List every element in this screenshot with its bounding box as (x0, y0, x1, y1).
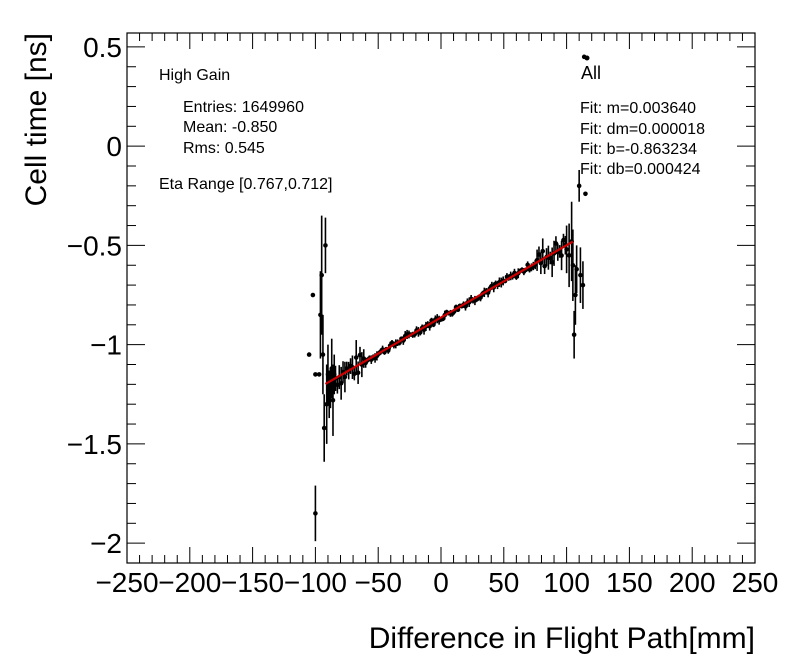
data-point (316, 372, 322, 377)
data-point (321, 394, 327, 462)
y-axis-tick-labels: −2 −1.5 −1 −0.5 0 0.5 (67, 32, 122, 559)
x-tick-label: −150 (221, 567, 284, 598)
fit-param-db: Fit: db=0.000424 (580, 161, 701, 178)
x-tick-label: 250 (732, 567, 779, 598)
x-tick-label: −250 (95, 567, 158, 598)
x-tick-label: −100 (284, 567, 347, 598)
x-axis-tick-labels: −250 −200 −150 −100 −50 0 50 100 150 200 250 (95, 567, 778, 598)
x-tick-label: −50 (354, 567, 402, 598)
data-point (559, 240, 564, 271)
x-axis-ticks (126, 33, 756, 563)
data-point (331, 354, 337, 395)
data-point (353, 340, 359, 376)
y-tick-label: −0.5 (67, 230, 122, 261)
fit-param-m: Fit: m=0.003640 (580, 100, 696, 117)
data-point (570, 229, 576, 301)
data-point (573, 265, 578, 325)
x-tick-label: 0 (433, 567, 449, 598)
data-point (330, 364, 336, 436)
data-point (313, 485, 318, 542)
data-point (574, 245, 579, 294)
x-tick-label: −200 (158, 567, 221, 598)
data-point (313, 372, 318, 377)
data-point (342, 361, 348, 393)
data-point (566, 223, 572, 288)
data-point (323, 217, 328, 274)
stats-rms: Rms: 0.545 (183, 140, 265, 157)
data-points (306, 54, 588, 542)
x-axis-title: Difference in Flight Path[mm] (369, 622, 755, 655)
data-point (578, 247, 583, 303)
y-tick-label: −1 (90, 330, 122, 361)
y-tick-label: −2 (90, 528, 122, 559)
fit-param-b: Fit: b=-0.863234 (580, 141, 697, 158)
x-tick-label: 150 (606, 567, 653, 598)
y-tick-label: 0 (106, 131, 122, 162)
data-point (310, 292, 316, 298)
stats-entries: Entries: 1649960 (183, 99, 304, 116)
x-tick-label: 100 (543, 567, 590, 598)
y-axis-title: Cell time [ns] (20, 33, 53, 206)
data-point (580, 261, 586, 309)
data-point (306, 352, 312, 357)
data-point (320, 314, 326, 395)
legend-marker (584, 55, 590, 61)
data-point (564, 225, 569, 274)
y-axis-ticks (127, 46, 755, 564)
x-tick-label: 200 (669, 567, 716, 598)
fit-line (324, 240, 574, 385)
y-tick-label: −1.5 (67, 429, 122, 460)
fit-param-dm: Fit: dm=0.000018 (580, 121, 705, 138)
data-point (571, 310, 577, 359)
y-tick-label: 0.5 (83, 32, 122, 63)
legend-label: All (581, 63, 601, 83)
stats-gain: High Gain (159, 67, 230, 84)
stats-mean: Mean: -0.850 (183, 119, 277, 136)
x-tick-label: 50 (488, 567, 519, 598)
fit-line-layer (324, 55, 590, 385)
data-point (576, 169, 582, 202)
data-point (319, 215, 324, 335)
data-point (583, 191, 588, 197)
stats-eta-range: Eta Range [0.767,0.712] (159, 176, 332, 193)
